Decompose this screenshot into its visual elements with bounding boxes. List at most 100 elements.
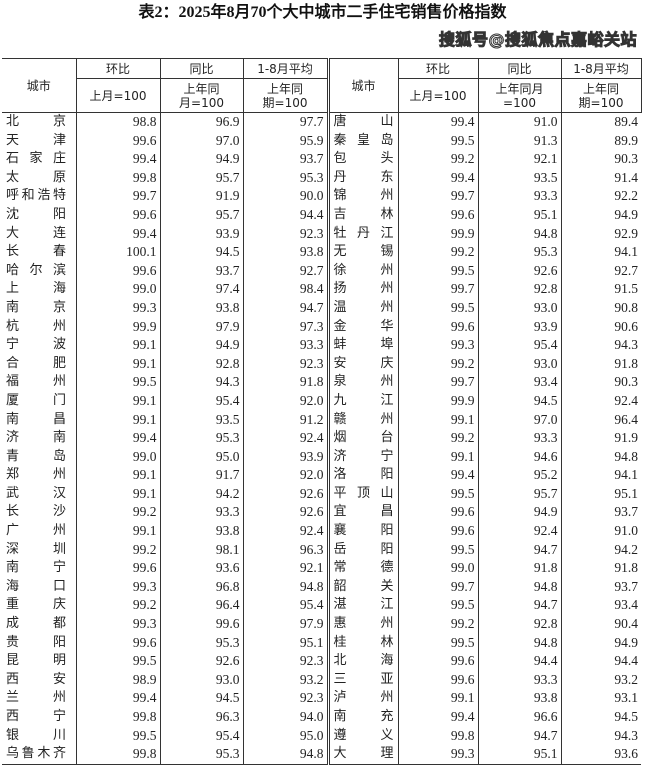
yoy-value: 94.9 [159, 150, 243, 169]
mom-value: 99.6 [397, 652, 478, 671]
yoy-value: 92.8 [477, 615, 561, 634]
city-name: 南昌 [2, 411, 76, 430]
city-name: 扬州 [326, 280, 398, 299]
city-name: 唐山 [326, 112, 398, 132]
yoy-value: 99.6 [159, 615, 243, 634]
avg-value: 97.9 [242, 615, 328, 634]
city-name: 大理 [326, 745, 398, 765]
avg-value: 92.9 [560, 224, 641, 244]
city-label: 蚌埠 [333, 337, 394, 353]
avg-value: 91.5 [560, 280, 641, 299]
yoy-value: 96.8 [159, 577, 243, 597]
city-name: 泉州 [326, 373, 398, 392]
city-name: 贵阳 [2, 634, 76, 653]
avg-value: 92.0 [242, 466, 328, 485]
yoy-value: 91.3 [477, 131, 561, 151]
city-name: 温州 [326, 298, 398, 318]
city-name: 武汉 [2, 485, 76, 504]
table-row: 长春 100.1 94.5 93.8 无锡 99.2 95.3 94.1 [2, 243, 641, 262]
mom-value: 99.3 [75, 298, 160, 318]
city-name: 赣州 [326, 410, 398, 430]
mom-value: 99.7 [75, 187, 160, 206]
yoy-value: 91.7 [159, 466, 243, 485]
avg-value: 90.8 [560, 298, 641, 318]
city-name: 无锡 [326, 243, 398, 262]
city-label: 丹东 [333, 169, 394, 185]
mom-value: 99.3 [397, 336, 478, 355]
mom-value: 99.5 [397, 298, 478, 318]
avg-value: 92.6 [242, 484, 328, 504]
city-name: 杭州 [2, 318, 76, 337]
yoy-value: 93.0 [477, 298, 561, 318]
yoy-value: 94.5 [159, 243, 243, 262]
avg-value: 94.8 [242, 577, 328, 597]
mom-value: 99.1 [75, 410, 160, 430]
city-name: 大连 [2, 225, 76, 244]
city-label: 昆明 [6, 653, 66, 669]
table-row: 青岛 99.0 95.0 93.9 济宁 99.1 94.6 94.8 [2, 447, 641, 467]
yoy-value: 92.6 [159, 652, 243, 671]
avg-value: 91.8 [242, 373, 328, 392]
city-label: 大连 [6, 225, 66, 241]
avg-value: 94.5 [560, 708, 641, 727]
mom-value: 99.7 [397, 577, 478, 597]
city-name: 昆明 [2, 652, 76, 671]
avg-value: 94.8 [242, 745, 328, 765]
city-label: 天津 [6, 132, 66, 148]
mom-value: 99.7 [397, 187, 478, 206]
mom-value: 99.1 [397, 689, 478, 708]
mom-value: 99.6 [75, 559, 160, 578]
avg-value: 95.1 [242, 633, 328, 653]
mom-value: 99.4 [75, 689, 160, 708]
mom-value: 99.9 [397, 224, 478, 244]
yoy-value: 95.4 [159, 391, 243, 411]
city-label: 厦门 [6, 392, 66, 408]
yoy-value: 91.8 [477, 559, 561, 578]
yoy-value: 94.5 [477, 391, 561, 411]
avg-value: 93.2 [242, 670, 328, 690]
table-row: 大连 99.4 93.9 92.3 牡丹江 99.9 94.8 92.9 [2, 224, 641, 244]
avg-value: 90.6 [560, 317, 641, 337]
city-label: 合肥 [6, 355, 66, 371]
yoy-value: 94.9 [159, 336, 243, 355]
yoy-value: 95.7 [159, 205, 243, 225]
yoy-value: 94.5 [159, 689, 243, 708]
mom-value: 99.0 [397, 559, 478, 578]
yoy-value: 93.8 [477, 689, 561, 708]
city-name: 遵义 [326, 726, 398, 746]
mom-value: 99.4 [397, 168, 478, 188]
header-avg-base-left: 上年同期=100 [242, 78, 329, 113]
table-row: 昆明 99.5 92.6 92.3 北海 99.6 94.4 94.4 [2, 652, 641, 671]
city-name: 北海 [326, 652, 398, 671]
city-label: 南京 [6, 299, 66, 315]
city-name: 重庆 [2, 596, 76, 615]
city-name: 徐州 [326, 261, 398, 281]
mom-value: 99.7 [397, 373, 478, 392]
city-name: 烟台 [326, 429, 398, 448]
yoy-value: 97.0 [477, 410, 561, 430]
header-mom-right: 环比 [397, 58, 479, 79]
yoy-value: 93.3 [477, 670, 561, 690]
city-label: 惠州 [333, 616, 394, 632]
header-avg-base-right: 上年同期=100 [560, 78, 642, 113]
mom-value: 99.2 [75, 596, 160, 616]
mom-value: 99.1 [75, 522, 160, 541]
mom-value: 99.6 [75, 261, 160, 281]
yoy-value: 94.8 [477, 224, 561, 244]
mom-value: 99.1 [75, 484, 160, 504]
yoy-value: 95.1 [477, 745, 561, 765]
avg-value: 97.7 [242, 112, 328, 132]
mom-value: 99.6 [75, 633, 160, 653]
avg-value: 94.1 [560, 243, 641, 262]
city-label: 温州 [333, 299, 394, 315]
mom-value: 99.2 [397, 615, 478, 634]
mom-value: 98.9 [75, 670, 160, 690]
city-name: 郑州 [2, 466, 76, 485]
table-row: 重庆 99.2 96.4 95.4 湛江 99.5 94.7 93.4 [2, 596, 641, 616]
avg-value: 92.4 [242, 522, 328, 541]
avg-value: 94.0 [242, 708, 328, 727]
table-row: 合肥 99.1 92.8 92.3 安庆 99.2 93.0 91.8 [2, 354, 641, 374]
avg-value: 93.8 [242, 243, 328, 262]
avg-value: 95.4 [242, 596, 328, 616]
yoy-value: 96.3 [159, 708, 243, 727]
